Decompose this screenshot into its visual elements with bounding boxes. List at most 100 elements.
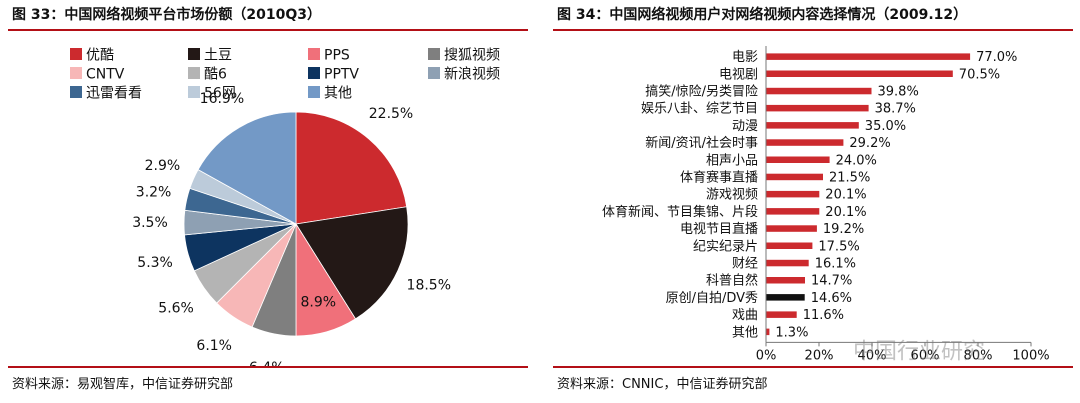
category-label: 电视剧 xyxy=(719,67,758,82)
market-share-panel: 图 33：中国网络视频平台市场份额（2010Q3） 优酷 土豆 PPS 搜狐视频 CNT… xyxy=(8,0,528,403)
slice-label: 22.5% xyxy=(369,106,413,122)
x-tick-label: 40% xyxy=(858,348,887,363)
legend-swatch xyxy=(70,48,82,60)
legend-label: 56网 xyxy=(204,86,236,102)
bar xyxy=(766,173,823,181)
bar xyxy=(766,328,770,336)
bar xyxy=(766,277,805,284)
bar xyxy=(766,104,869,112)
category-label: 纪实纪录片 xyxy=(693,239,758,254)
category-label: 新闻/资讯/社会时事 xyxy=(645,135,758,151)
x-tick-label: 100% xyxy=(1012,348,1049,363)
legend-label: 搜狐视频 xyxy=(444,48,500,64)
bar xyxy=(766,87,872,95)
content-preference-panel: 图 34：中国网络视频用户对网络视频内容选择情况（2009.12） 电影 77.0… xyxy=(553,0,1073,403)
category-label: 财经 xyxy=(732,257,758,272)
x-tick-label: 80% xyxy=(964,348,993,363)
pie-slice xyxy=(295,206,409,320)
bottom-rule xyxy=(553,366,1073,368)
value-label: 14.7% xyxy=(811,274,852,289)
category-label: 娱乐八卦、综艺节目 xyxy=(641,102,758,117)
legend-swatch xyxy=(428,67,440,79)
slice-label: 5.3% xyxy=(137,255,173,271)
category-label: 科普自然 xyxy=(706,273,758,289)
x-tick-label: 20% xyxy=(805,348,834,363)
legend-label: 优酷 xyxy=(86,48,114,64)
legend-swatch xyxy=(428,48,440,60)
value-label: 39.8% xyxy=(878,85,919,100)
bar xyxy=(766,122,859,129)
slice-label: 3.5% xyxy=(132,215,168,231)
value-label: 11.6% xyxy=(803,308,844,323)
category-label: 戏曲 xyxy=(732,308,758,323)
value-label: 19.2% xyxy=(823,222,864,237)
legend-label: 酷6 xyxy=(204,67,227,83)
value-label: 1.3% xyxy=(775,325,808,340)
value-label: 14.6% xyxy=(811,291,852,306)
slice-label: 2.9% xyxy=(145,158,181,174)
category-label: 原创/自拍/DV秀 xyxy=(666,291,758,306)
value-label: 29.2% xyxy=(849,136,890,151)
value-label: 21.5% xyxy=(829,171,870,186)
bar xyxy=(766,156,830,163)
category-label: 动漫 xyxy=(732,119,758,134)
legend-swatch xyxy=(188,48,200,60)
slice-label: 8.9% xyxy=(301,295,337,311)
slice-label: 3.2% xyxy=(136,185,172,201)
bar xyxy=(766,311,797,318)
slice-label: 5.6% xyxy=(158,300,194,316)
value-label: 77.0% xyxy=(976,50,1017,65)
bar xyxy=(766,139,844,146)
value-label: 70.5% xyxy=(959,67,1000,82)
legend-label: PPS xyxy=(324,48,350,64)
legend-swatch xyxy=(70,86,82,98)
pie-chart-title: 图 33：中国网络视频平台市场份额（2010Q3） xyxy=(12,7,321,23)
category-label: 体育新闻、节目集锦、片段 xyxy=(602,204,758,220)
bar xyxy=(766,53,971,60)
legend-swatch xyxy=(308,48,320,60)
bar xyxy=(766,259,809,267)
bar xyxy=(766,190,820,198)
value-label: 20.1% xyxy=(825,188,866,203)
legend-label: 土豆 xyxy=(204,48,232,64)
category-label: 游戏视频 xyxy=(706,188,758,203)
slice-label: 6.1% xyxy=(196,338,232,354)
value-label: 24.0% xyxy=(836,153,877,168)
pie-slice xyxy=(295,111,408,225)
bar-source-note: 资料来源：CNNIC，中信证券研究部 xyxy=(557,377,768,392)
legend-label: 其他 xyxy=(324,86,352,102)
category-label: 其他 xyxy=(732,325,758,340)
legend-swatch xyxy=(70,67,82,79)
legend-label: PPTV xyxy=(324,67,359,83)
watermark: 中国行业研究 xyxy=(853,339,985,364)
legend-swatch xyxy=(308,67,320,79)
slice-label: 18.5% xyxy=(407,278,451,294)
slice-label: 6.4% xyxy=(249,360,285,366)
bar-chart-title: 图 34：中国网络视频用户对网络视频内容选择情况（2009.12） xyxy=(557,7,968,23)
bar xyxy=(766,242,813,249)
bar xyxy=(766,225,817,232)
bottom-rule xyxy=(8,366,528,368)
pie-slice xyxy=(197,111,297,225)
x-tick-label: 60% xyxy=(911,348,940,363)
value-label: 16.1% xyxy=(815,257,856,272)
value-label: 35.0% xyxy=(865,119,906,134)
bar xyxy=(766,70,953,77)
value-label: 20.1% xyxy=(825,205,866,220)
bar xyxy=(766,294,805,301)
category-label: 搞笑/惊险/另类冒险 xyxy=(645,84,758,100)
category-label: 电影 xyxy=(732,50,758,65)
bar xyxy=(766,208,820,215)
value-label: 38.7% xyxy=(875,102,916,117)
legend-label: 新浪视频 xyxy=(444,67,500,83)
legend-label: CNTV xyxy=(86,67,125,83)
legend-label: 迅雷看看 xyxy=(86,86,142,102)
pie-source-note: 资料来源：易观智库，中信证券研究部 xyxy=(12,377,234,392)
slice-label: 16.9% xyxy=(200,91,244,107)
legend-swatch xyxy=(308,86,320,98)
x-tick-label: 0% xyxy=(756,348,777,363)
category-label: 体育赛事直播 xyxy=(680,170,758,186)
bar-chart: 电影 77.0% 电视剧 70.5% 搞笑/惊险/另类冒险 39.8% 娱乐八卦、综艺节目 3… xyxy=(602,46,1050,364)
top-rule xyxy=(553,29,1073,31)
